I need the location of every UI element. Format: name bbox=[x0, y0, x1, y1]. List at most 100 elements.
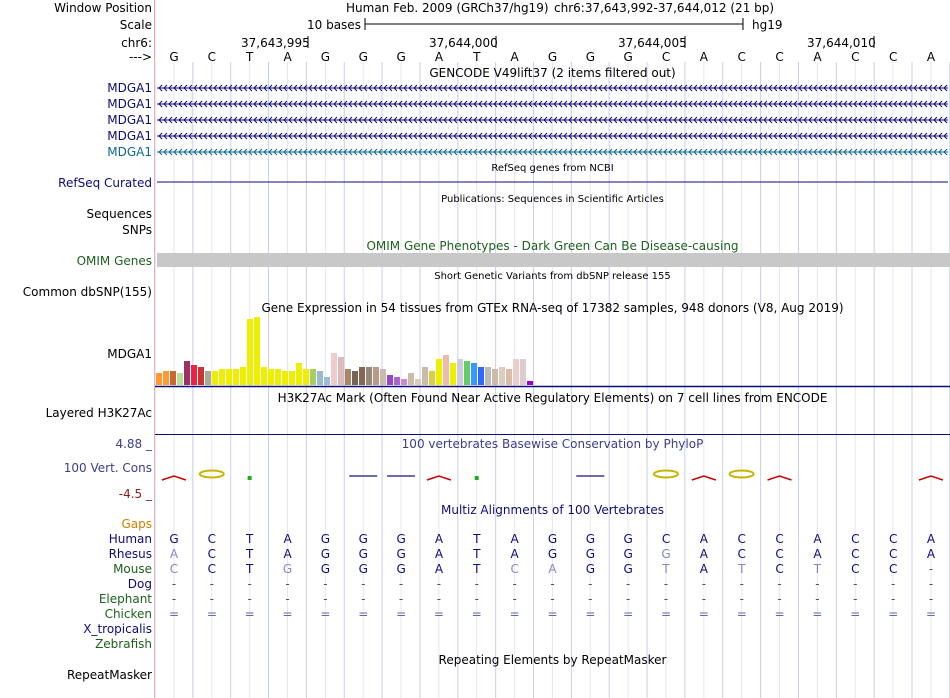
multiz-species-x_tropicalis[interactable]: X_tropicalis bbox=[83, 622, 152, 636]
gtex-bar bbox=[422, 367, 428, 385]
gencode-strand-arrows bbox=[158, 148, 948, 156]
multiz-species-rhesus[interactable]: Rhesus bbox=[108, 547, 152, 561]
multiz-base: = bbox=[168, 607, 180, 621]
omim-label[interactable]: OMIM Genes bbox=[76, 254, 152, 268]
gtex-bar bbox=[499, 367, 505, 385]
coordinate-3: 37,644,005 bbox=[618, 36, 687, 50]
multiz-base: - bbox=[588, 592, 593, 606]
multiz-base: = bbox=[585, 607, 596, 621]
gtex-bar bbox=[436, 359, 442, 385]
gtex-bar bbox=[380, 369, 386, 385]
multiz-base: G bbox=[320, 532, 331, 546]
multiz-base: - bbox=[928, 577, 934, 591]
multiz-base: T bbox=[246, 547, 254, 561]
multiz-base: C bbox=[851, 562, 860, 576]
gencode-label-1[interactable]: MDGA1 bbox=[107, 81, 152, 95]
multiz-base: G bbox=[661, 547, 671, 561]
multiz-base: = bbox=[244, 607, 255, 621]
multiz-base: G bbox=[585, 562, 595, 576]
scale-label: Scale bbox=[119, 18, 152, 32]
gtex-bar bbox=[450, 363, 456, 385]
coordinate-2: 37,644,000 bbox=[429, 36, 498, 50]
gtex-bar bbox=[492, 369, 498, 385]
multiz-base: C bbox=[775, 547, 784, 561]
publications-sequences-label[interactable]: Sequences bbox=[86, 207, 152, 221]
dbsnp-title: Short Genetic Variants from dbSNP releas… bbox=[434, 271, 671, 282]
coordinate-4: 37,644,010 bbox=[807, 36, 876, 50]
repeatmasker-label[interactable]: RepeatMasker bbox=[66, 668, 152, 682]
multiz-base: - bbox=[853, 577, 858, 591]
dbsnp-label[interactable]: Common dbSNP(155) bbox=[22, 285, 152, 299]
multiz-base: - bbox=[550, 577, 555, 591]
gencode-label-2[interactable]: MDGA1 bbox=[107, 97, 152, 111]
gtex-bar bbox=[261, 367, 267, 385]
gtex-bar bbox=[520, 359, 526, 385]
multiz-base: A bbox=[699, 562, 708, 576]
gencode-label-3[interactable]: MDGA1 bbox=[107, 113, 152, 127]
cons-label[interactable]: 100 Vert. Cons bbox=[63, 461, 152, 475]
multiz-base: A bbox=[283, 547, 292, 561]
gencode-label-5[interactable]: MDGA1 bbox=[107, 145, 152, 159]
multiz-base: - bbox=[928, 592, 934, 606]
multiz-base: G bbox=[623, 562, 633, 576]
gtex-bar bbox=[506, 369, 512, 385]
window-position-label: Window Position bbox=[54, 1, 152, 15]
gencode-label-4[interactable]: MDGA1 bbox=[107, 129, 152, 143]
multiz-base: = bbox=[774, 607, 785, 621]
gtex-bar bbox=[345, 369, 351, 385]
multiz-base: T bbox=[246, 532, 254, 546]
gtex-label[interactable]: MDGA1 bbox=[107, 347, 152, 361]
multiz-base: C bbox=[775, 562, 784, 576]
reference-base: A bbox=[813, 50, 822, 64]
multiz-base: G bbox=[396, 547, 406, 561]
multiz-base: G bbox=[585, 532, 595, 546]
multiz-base: - bbox=[739, 592, 744, 606]
multiz-species-zebrafish[interactable]: Zebrafish bbox=[95, 637, 152, 651]
multiz-species-human[interactable]: Human bbox=[108, 532, 152, 546]
multiz-base: A bbox=[548, 562, 557, 576]
multiz-base: = bbox=[471, 607, 482, 621]
gtex-bar bbox=[464, 361, 470, 385]
position-readout: chr6:37,643,992-37,644,012 (21 bp) bbox=[554, 1, 775, 15]
multiz-base: - bbox=[361, 592, 366, 606]
multiz-base: C bbox=[169, 562, 179, 576]
refseq-label[interactable]: RefSeq Curated bbox=[58, 176, 152, 190]
cons-logo-mark bbox=[426, 475, 452, 481]
gtex-bar bbox=[401, 379, 407, 385]
gtex-bar bbox=[310, 369, 316, 385]
gtex-bar bbox=[219, 369, 225, 385]
multiz-species-chicken[interactable]: Chicken bbox=[104, 607, 152, 621]
gtex-bar bbox=[359, 367, 365, 385]
multiz-species-mouse[interactable]: Mouse bbox=[113, 562, 152, 576]
multiz-base: - bbox=[890, 577, 896, 591]
multiz-base: T bbox=[473, 532, 481, 546]
multiz-species-elephant[interactable]: Elephant bbox=[98, 592, 152, 606]
multiz-species-dog[interactable]: Dog bbox=[127, 577, 152, 591]
multiz-base: A bbox=[510, 532, 519, 546]
gtex-bar bbox=[478, 367, 484, 385]
assembly-title: Human Feb. 2009 (GRCh37/hg19) bbox=[346, 1, 549, 15]
multiz-base: A bbox=[699, 532, 708, 546]
multiz-base: - bbox=[588, 577, 593, 591]
multiz-base: - bbox=[626, 577, 631, 591]
multiz-base: = bbox=[396, 607, 407, 621]
multiz-base: = bbox=[661, 607, 672, 621]
gencode-strand-arrows bbox=[158, 100, 948, 108]
gtex-bar bbox=[338, 357, 344, 385]
multiz-base: G bbox=[396, 532, 406, 546]
multiz-base: C bbox=[737, 547, 746, 561]
multiz-base: T bbox=[662, 562, 670, 576]
publications-snps-label[interactable]: SNPs bbox=[122, 223, 152, 237]
reference-base: G bbox=[585, 50, 595, 64]
cons-title: 100 vertebrates Basewise Conservation by… bbox=[401, 437, 704, 451]
gtex-bar bbox=[254, 317, 260, 385]
gtex-bar bbox=[212, 371, 218, 385]
scale-text: 10 bases bbox=[307, 18, 361, 32]
gtex-bar bbox=[387, 375, 393, 385]
reference-base: A bbox=[510, 50, 519, 64]
gtex-bar bbox=[331, 353, 337, 385]
reference-base: G bbox=[169, 50, 179, 64]
multiz-base: A bbox=[926, 532, 936, 546]
h3k27ac-label[interactable]: Layered H3K27Ac bbox=[45, 406, 152, 420]
